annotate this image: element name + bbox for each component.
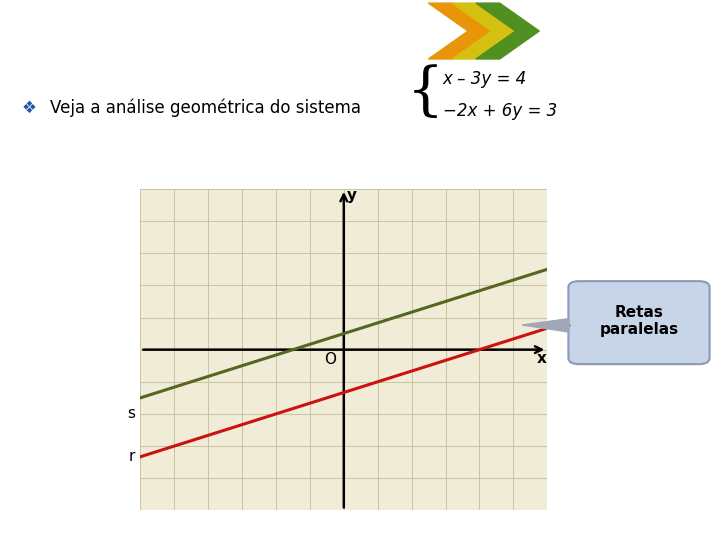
Text: Retas
paralelas: Retas paralelas: [600, 305, 678, 338]
FancyBboxPatch shape: [568, 281, 710, 364]
Text: x: x: [537, 351, 547, 366]
Text: x – 3y = 4: x – 3y = 4: [443, 70, 527, 88]
Text: Veja a análise geométrica do sistema: Veja a análise geométrica do sistema: [50, 98, 361, 117]
Text: O: O: [324, 353, 336, 367]
Polygon shape: [452, 3, 516, 59]
Text: ❖: ❖: [22, 98, 37, 117]
Text: −2x + 6y = 3: −2x + 6y = 3: [443, 102, 557, 120]
Text: r: r: [129, 449, 135, 464]
Text: y: y: [347, 188, 357, 203]
Polygon shape: [428, 3, 492, 59]
Polygon shape: [476, 3, 539, 59]
Text: Matemática, 2º ano, Sistemas Lineares: Matemática, 2º ano, Sistemas Lineares: [14, 22, 381, 40]
Text: {: {: [407, 65, 444, 121]
Text: s: s: [127, 407, 135, 421]
